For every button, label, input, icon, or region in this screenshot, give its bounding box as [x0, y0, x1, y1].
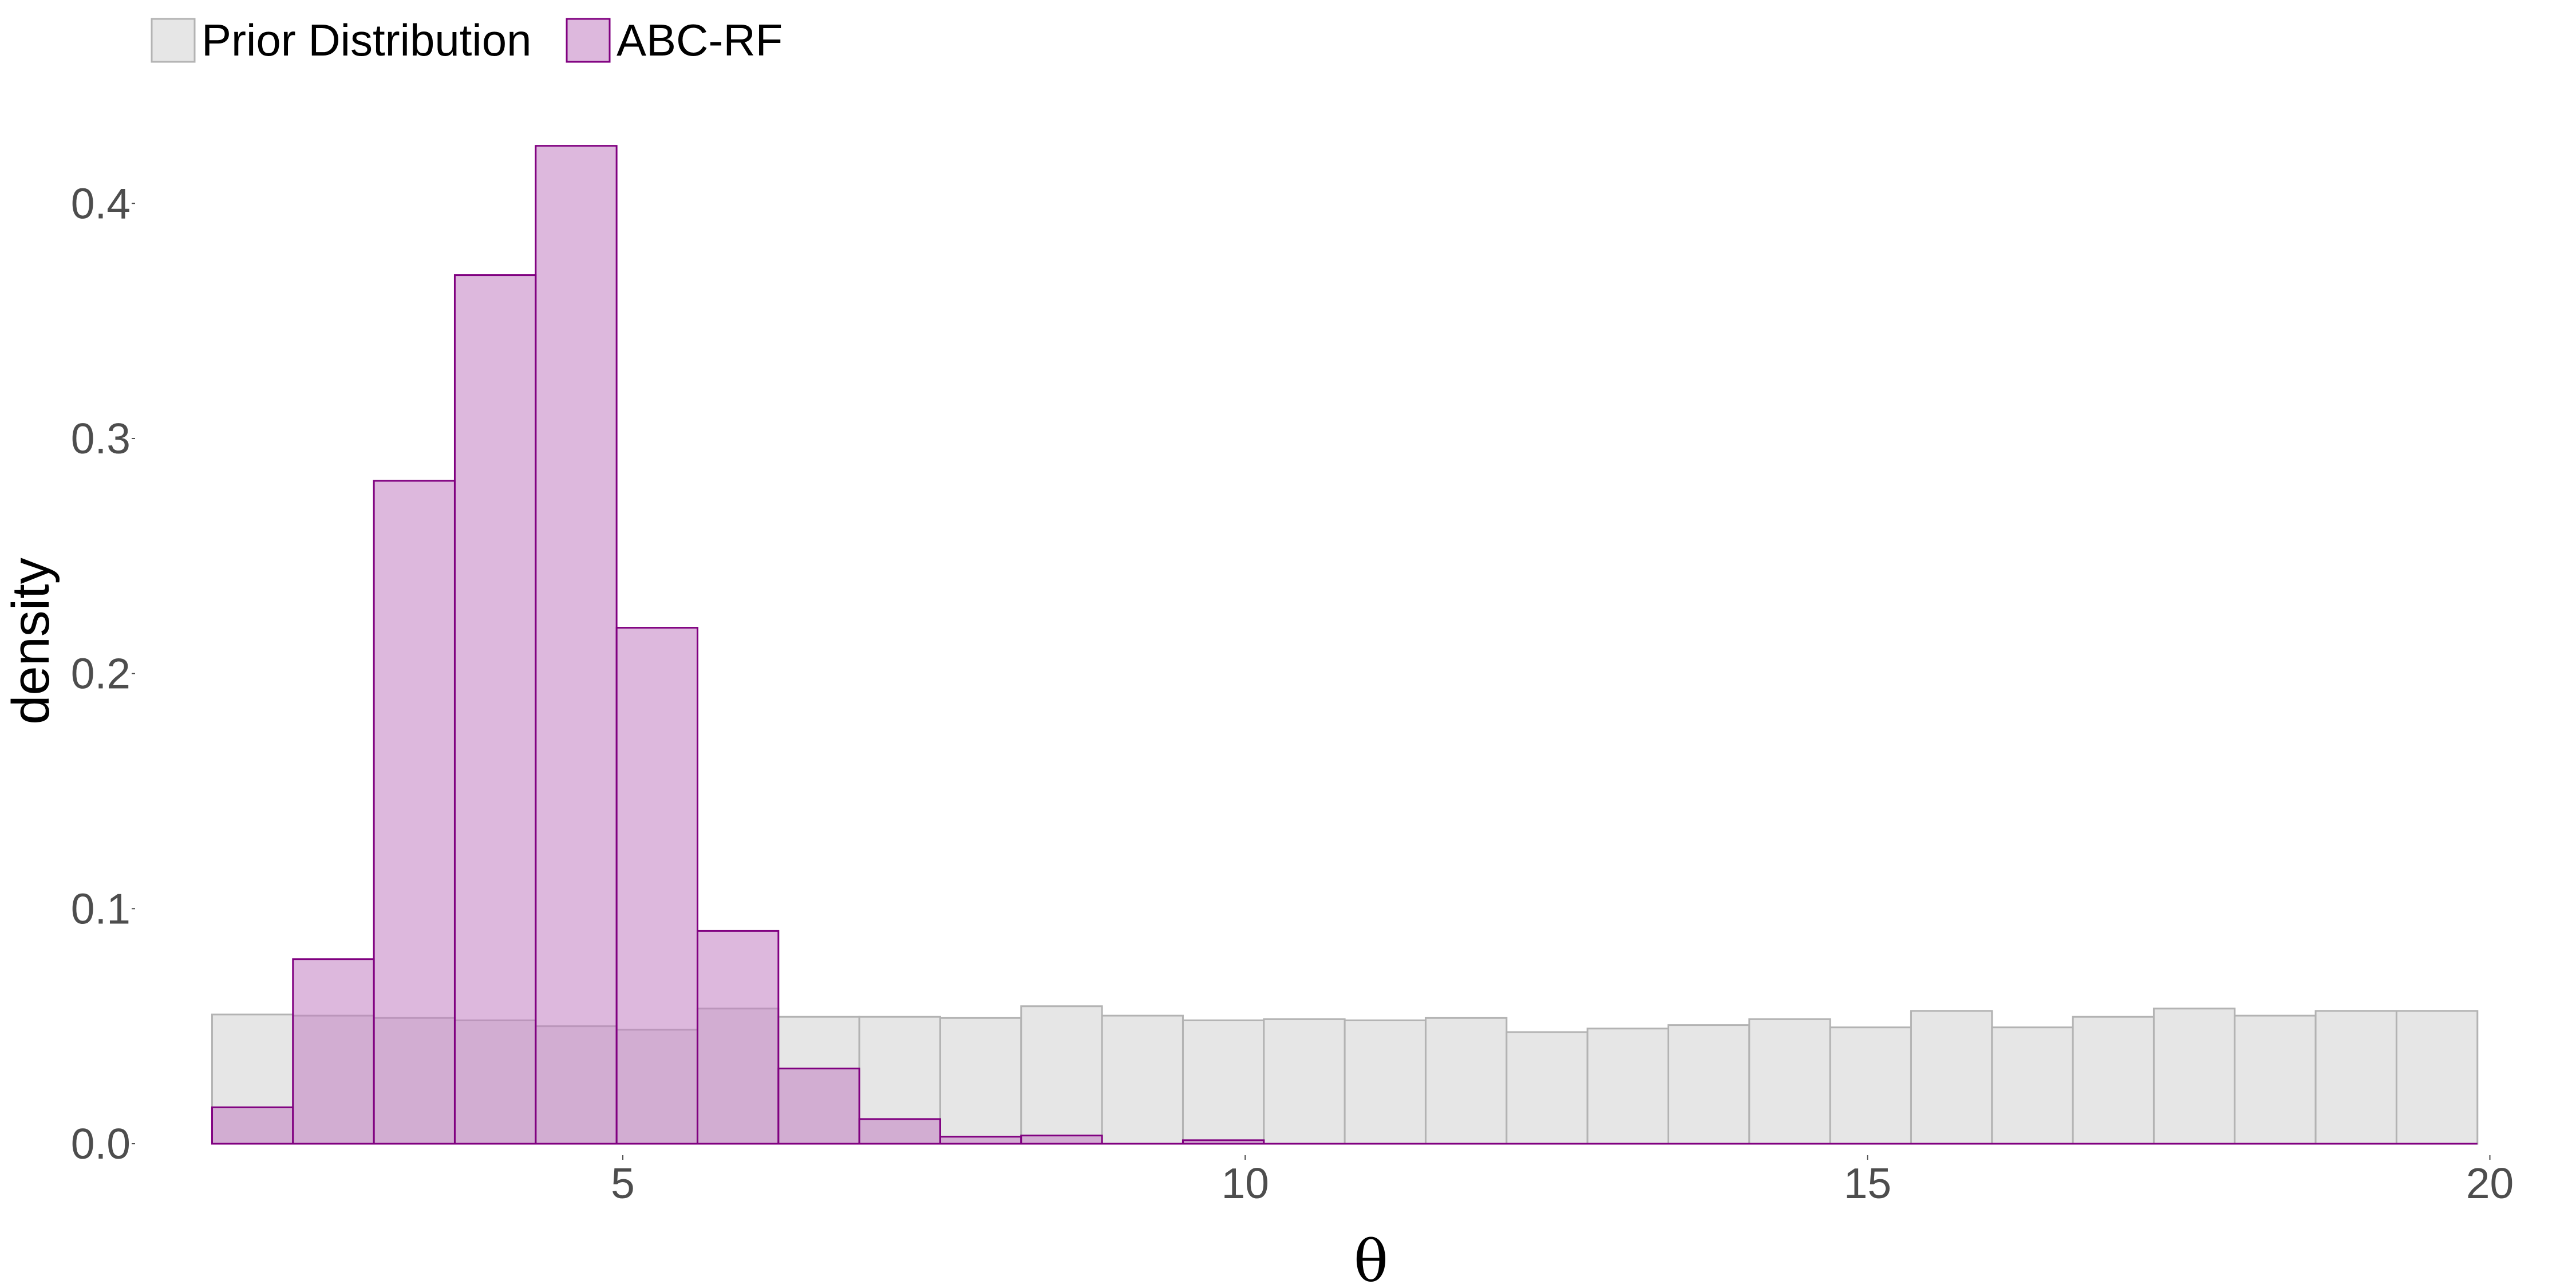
x-tick-label: 10 — [1221, 1159, 1269, 1207]
prior-bar — [2234, 1014, 2317, 1145]
abc-rf-bar — [1020, 1135, 1103, 1145]
y-tick-label: 0.2 — [71, 650, 131, 698]
prior-bar — [2395, 1010, 2479, 1145]
abc-rf-bar — [535, 145, 618, 1145]
prior-bar — [1263, 1018, 1346, 1145]
prior-bar — [1748, 1018, 1831, 1145]
abc-rf-bar — [696, 930, 780, 1145]
prior-bar — [1910, 1010, 1993, 1145]
legend-label-abc-rf: ABC-RF — [617, 15, 783, 65]
prior-bar — [939, 1017, 1022, 1145]
prior-bar — [1101, 1014, 1184, 1145]
legend-swatch-prior — [151, 18, 196, 63]
abc-rf-bar — [939, 1136, 1022, 1145]
abc-rf-bar — [777, 1068, 860, 1145]
legend-swatch-abc-rf — [566, 18, 611, 63]
legend-label-prior: Prior Distribution — [202, 15, 532, 65]
abc-rf-bar — [373, 480, 456, 1145]
prior-bar — [1344, 1019, 1427, 1145]
abc-rf-bar — [211, 1106, 294, 1145]
y-tick-label: 0.1 — [71, 884, 131, 933]
prior-bar — [2314, 1010, 2397, 1145]
prior-bar — [1506, 1031, 1589, 1145]
y-axis-label: density — [2, 558, 60, 725]
prior-bar — [2152, 1008, 2236, 1145]
prior-bar — [1020, 1005, 1103, 1145]
abc-rf-bar — [858, 1118, 941, 1145]
prior-bar — [1991, 1026, 2074, 1145]
legend: Prior Distribution ABC-RF — [151, 15, 783, 65]
prior-bar — [1586, 1028, 1669, 1145]
abc-rf-bars — [211, 145, 1265, 1145]
x-tick-label: 5 — [611, 1159, 635, 1207]
prior-bar — [1424, 1017, 1508, 1145]
prior-bar — [1182, 1019, 1265, 1145]
x-tick-label: 15 — [1844, 1159, 1891, 1207]
y-tick-label: 0.4 — [71, 179, 131, 227]
prior-bar — [1829, 1026, 1912, 1145]
y-axis-ticks: 0.0 0.1 0.2 0.3 0.4 — [71, 179, 135, 1168]
x-axis-label: θ — [1354, 1228, 1388, 1288]
y-tick-label: 0.3 — [71, 414, 131, 463]
abc-rf-bar — [292, 958, 375, 1145]
x-axis-ticks: 5 10 15 20 — [611, 1155, 2514, 1207]
prior-bar — [2072, 1016, 2155, 1145]
abc-rf-bar — [453, 274, 537, 1145]
abc-rf-bar — [615, 627, 698, 1145]
x-tick-label: 20 — [2466, 1159, 2514, 1207]
prior-bar — [1667, 1024, 1751, 1145]
y-tick-label: 0.0 — [71, 1120, 131, 1168]
